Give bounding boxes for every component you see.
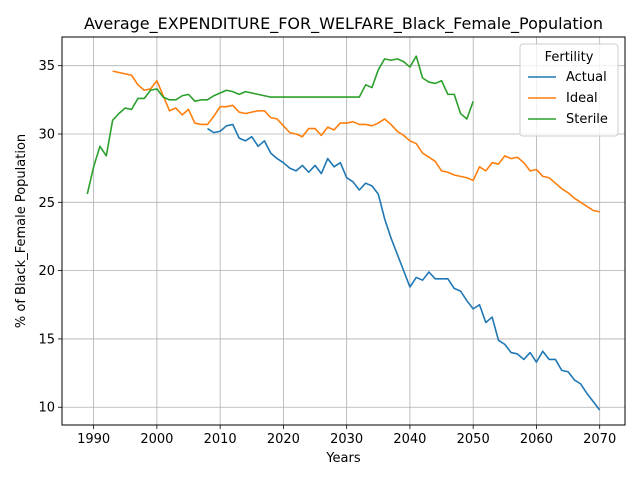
series-lines bbox=[86, 55, 601, 411]
x-axis: 1990 2000 2010 2020 2030 2040 2050 2060 2070 bbox=[77, 425, 616, 447]
y-axis-label: % of Black_Female Population bbox=[14, 134, 29, 328]
x-tick-label: 2050 bbox=[457, 432, 490, 447]
y-tick-label: 10 bbox=[38, 401, 55, 416]
legend-label-sterile: Sterile bbox=[566, 112, 608, 127]
x-axis-label: Years bbox=[325, 451, 361, 466]
x-tick-label: 1990 bbox=[77, 432, 110, 447]
series-line-sterile bbox=[86, 55, 474, 195]
legend-box bbox=[519, 43, 619, 137]
legend-label-actual: Actual bbox=[566, 70, 607, 85]
series-line-ideal bbox=[112, 70, 600, 213]
y-tick-label: 25 bbox=[38, 196, 55, 211]
y-tick-label: 30 bbox=[38, 128, 55, 143]
x-tick-label: 2030 bbox=[330, 432, 363, 447]
y-tick-label: 35 bbox=[38, 59, 55, 74]
x-tick-label: 2020 bbox=[267, 432, 300, 447]
y-tick-label: 15 bbox=[38, 332, 55, 347]
y-axis: 10 15 20 25 30 35 bbox=[38, 59, 62, 416]
legend: Fertility Actual Ideal Sterile bbox=[519, 43, 619, 137]
x-tick-label: 2070 bbox=[583, 432, 616, 447]
plot-frame bbox=[61, 36, 626, 426]
x-tick-label: 2060 bbox=[520, 432, 553, 447]
series-line-actual bbox=[207, 123, 601, 411]
x-tick-label: 2000 bbox=[140, 432, 173, 447]
chart-title: Average_EXPENDITURE_FOR_WELFARE_Black_Fe… bbox=[84, 14, 603, 34]
x-tick-label: 2040 bbox=[393, 432, 426, 447]
legend-title: Fertility bbox=[545, 50, 594, 65]
legend-label-ideal: Ideal bbox=[566, 91, 598, 106]
y-tick-label: 20 bbox=[38, 264, 55, 279]
x-tick-label: 2010 bbox=[204, 432, 237, 447]
